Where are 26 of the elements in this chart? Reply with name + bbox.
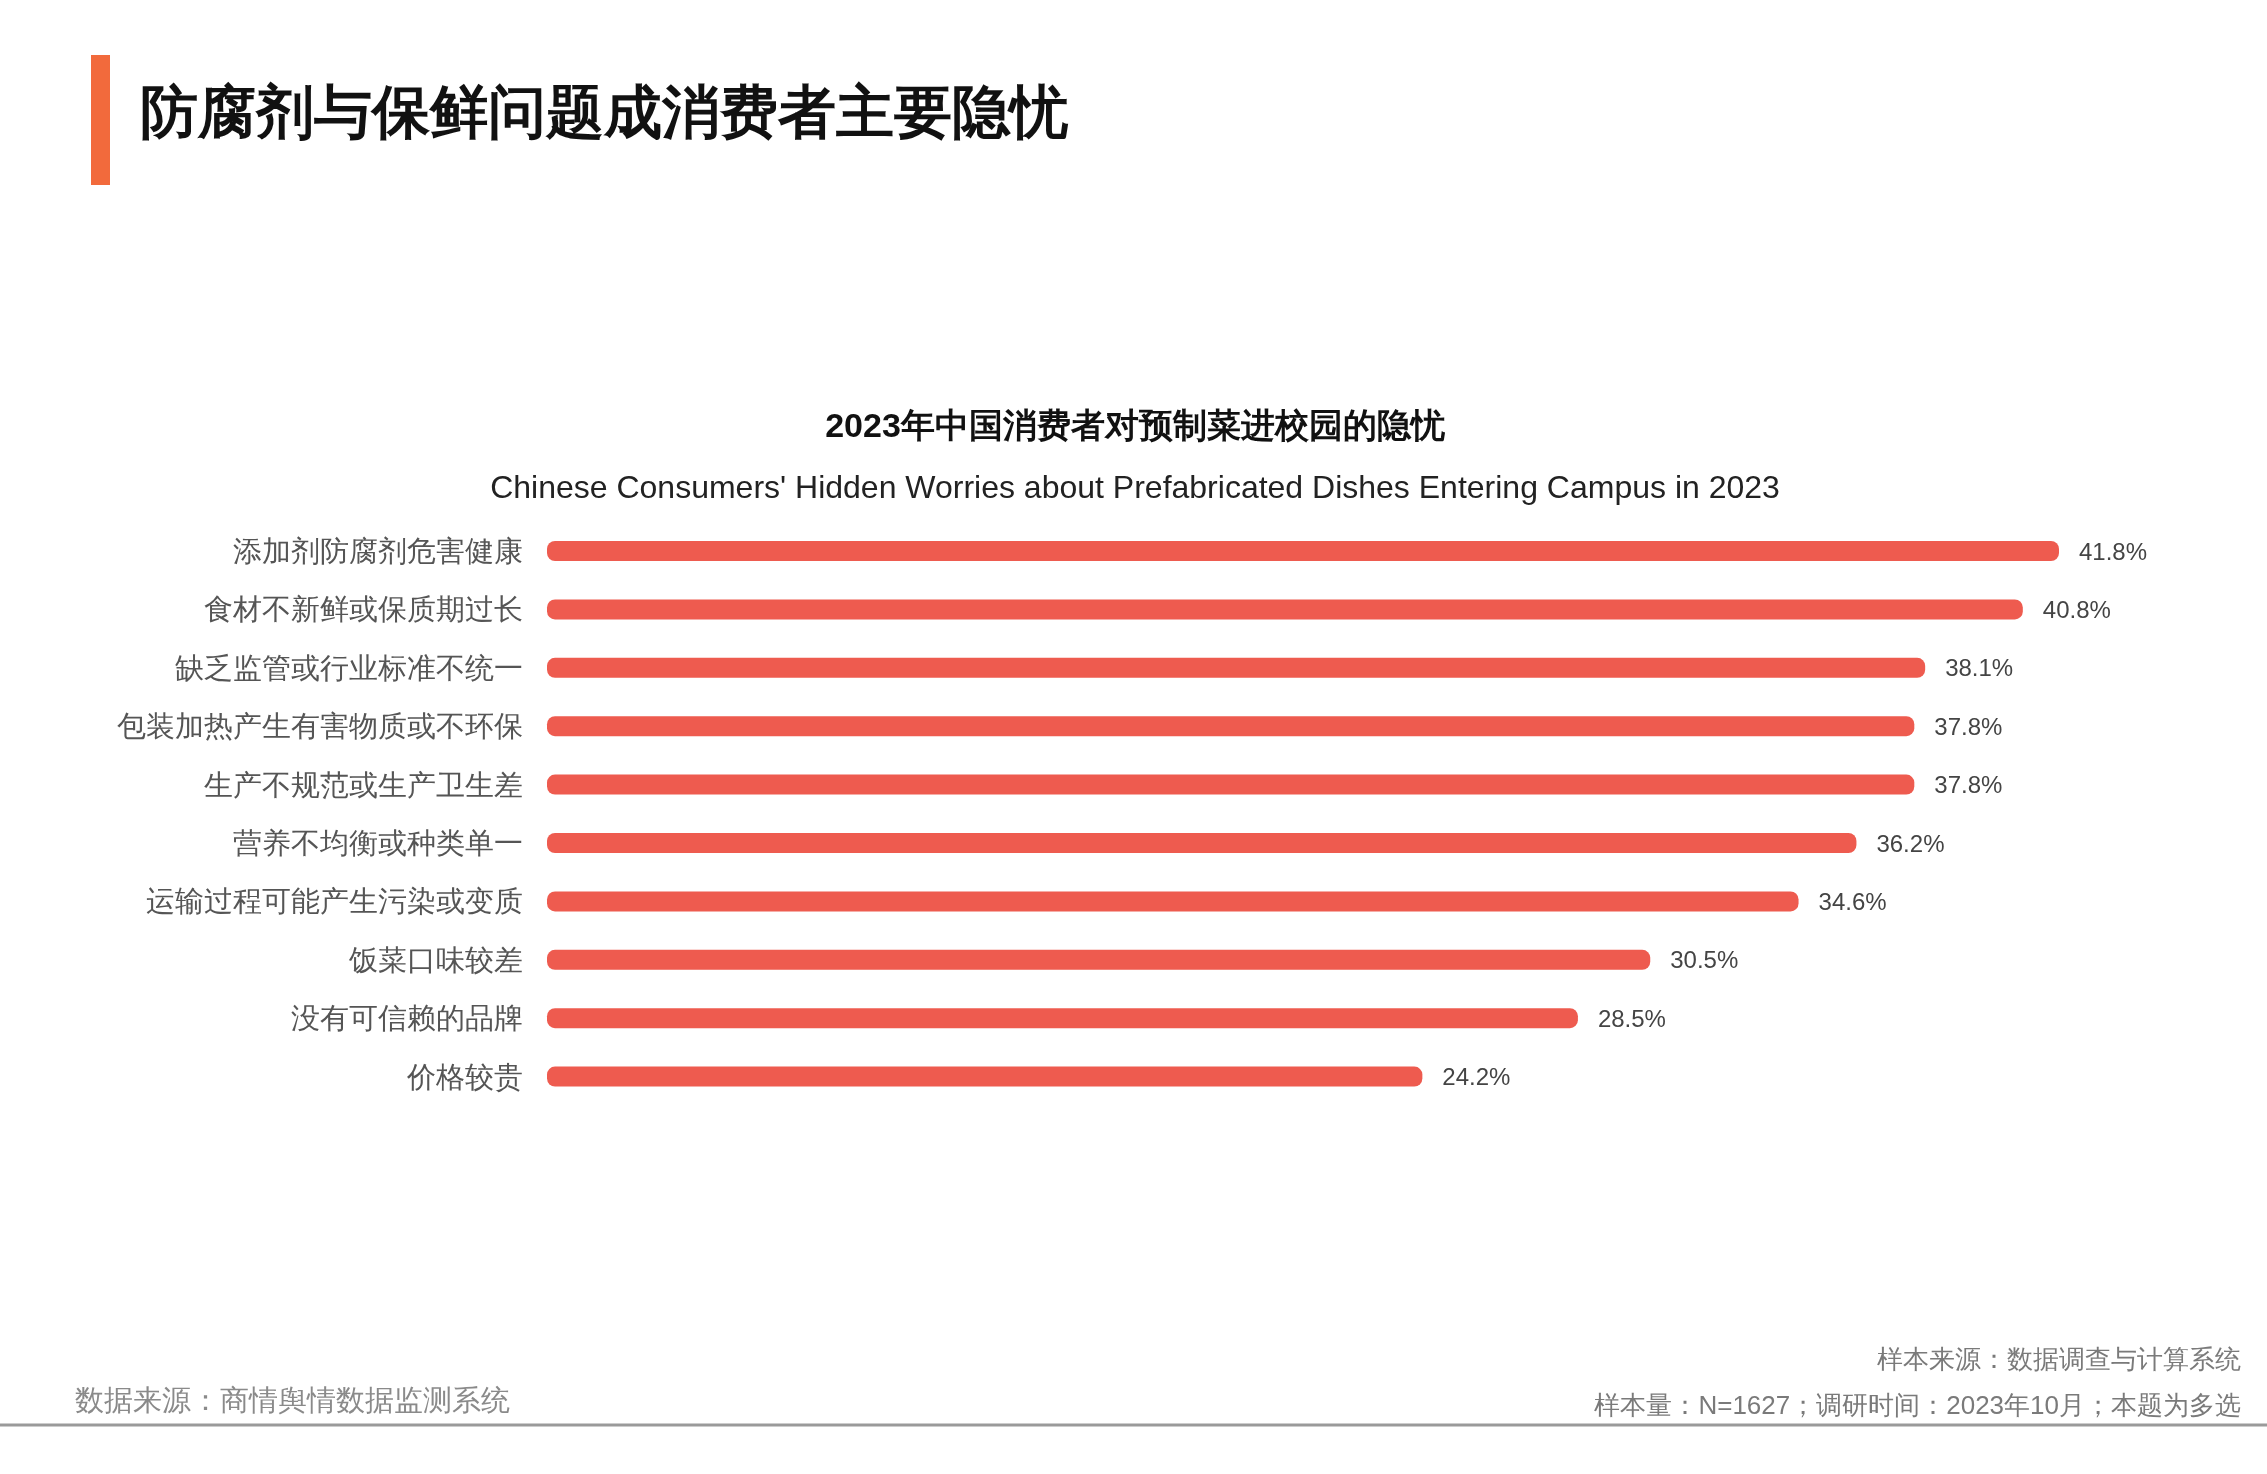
category-label: 饭菜口味较差 xyxy=(349,943,523,976)
data-label: 41.8% xyxy=(2079,537,2148,565)
data-label: 34.6% xyxy=(1818,887,1887,915)
category-label: 价格较贵 xyxy=(407,1060,523,1093)
data-label: 37.8% xyxy=(1934,771,2003,799)
data-label: 24.2% xyxy=(1442,1063,1511,1091)
category-label: 运输过程可能产生污染或变质 xyxy=(146,885,523,918)
annotation: 样本来源：数据调查与计算系统 xyxy=(1877,1344,2241,1374)
data-label: 40.8% xyxy=(2042,595,2111,623)
category-label: 营养不均衡或种类单一 xyxy=(233,827,523,859)
data-label: 38.1% xyxy=(1945,654,2014,682)
category-label: 生产不规范或生产卫生差 xyxy=(204,768,523,801)
category-label: 包装加热产生有害物质或不环保 xyxy=(117,710,523,743)
category-label: 食材不新鲜或保质期过长 xyxy=(204,593,523,626)
data-label: 37.8% xyxy=(1934,712,2003,740)
data-label: 36.2% xyxy=(1876,829,1945,857)
category-label: 添加剂防腐剂危害健康 xyxy=(233,535,523,567)
annotation: Chinese Consumers' Hidden Worries about Prefabricated Dishes Entering Campus in 2023 xyxy=(490,469,1780,505)
subtitle: 2023年中国消费者对预制菜进校园的隐忧 xyxy=(825,406,1445,444)
category-label: 没有可信赖的品牌 xyxy=(291,1002,523,1035)
data-label: 28.5% xyxy=(1597,1004,1666,1032)
annotation: 样本量：N=1627；调研时间：2023年10月；本题为多选 xyxy=(1594,1390,2241,1420)
title: 防腐剂与保鲜问题成消费者主要隐忧 xyxy=(140,78,1068,144)
data-label: 30.5% xyxy=(1670,946,1739,974)
category-label: 缺乏监管或行业标准不统一 xyxy=(175,651,523,684)
annotation: 数据来源：商情舆情数据监测系统 xyxy=(75,1384,510,1416)
